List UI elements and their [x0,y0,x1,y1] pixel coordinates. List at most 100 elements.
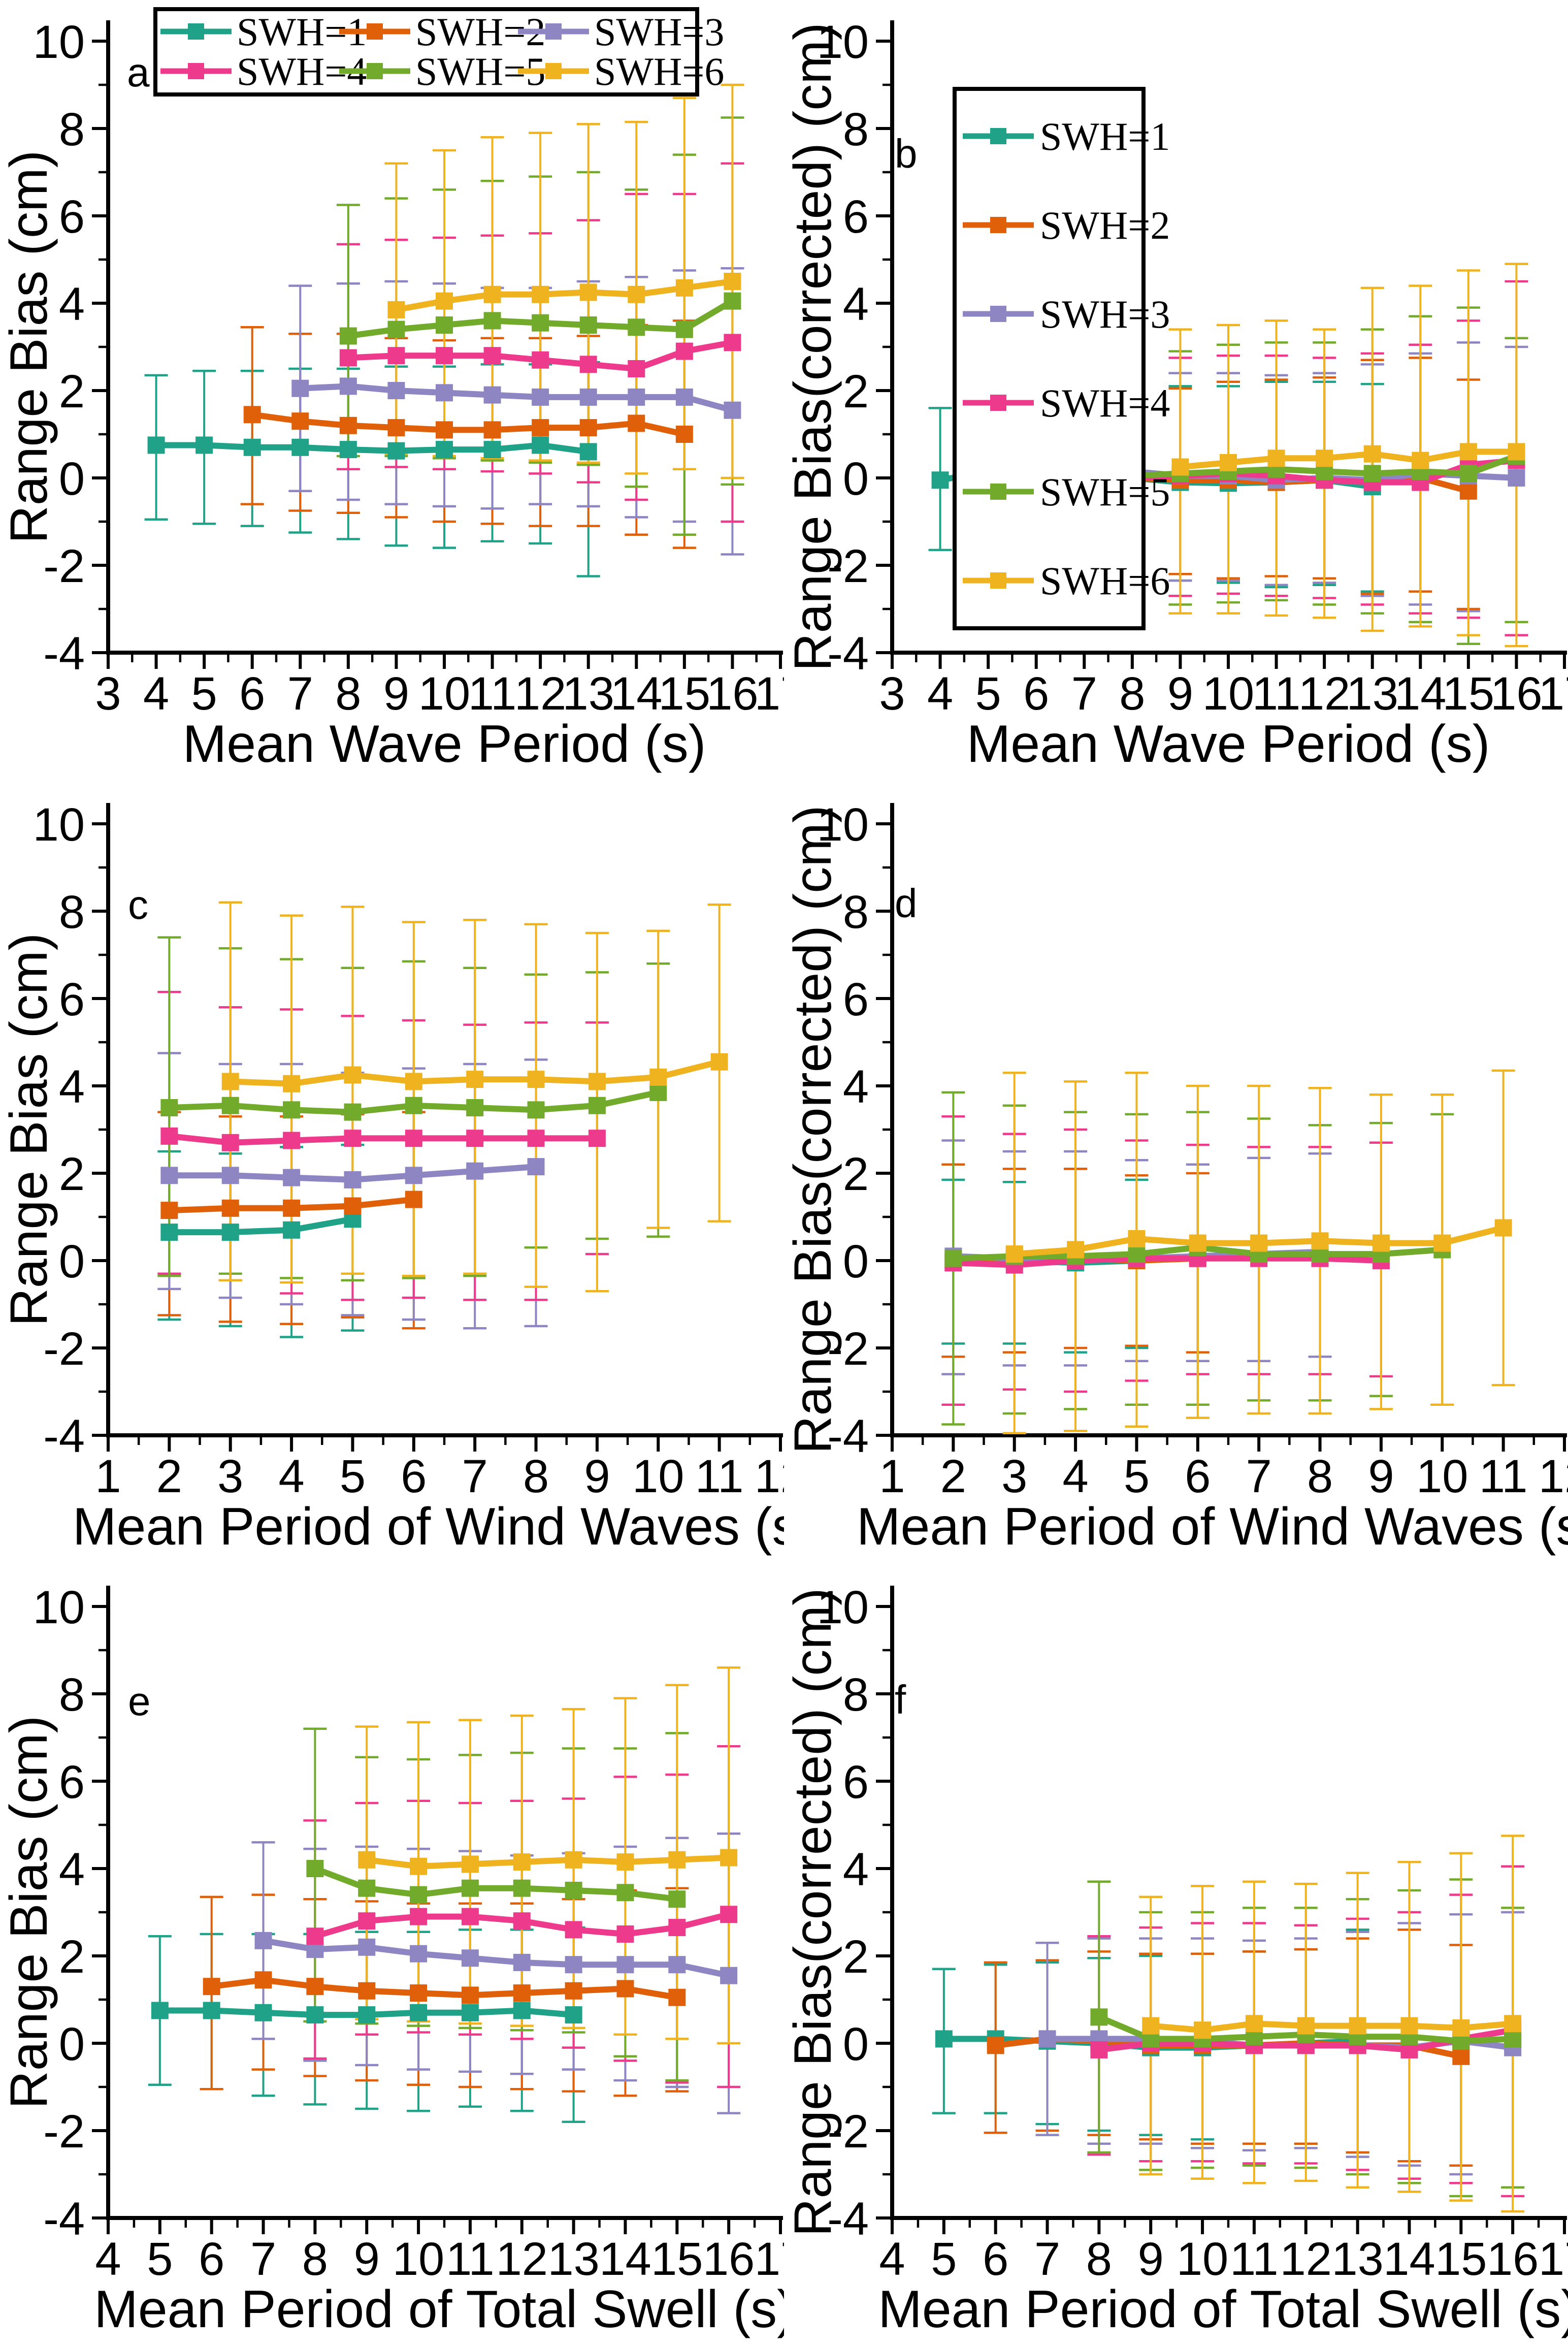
series-marker [532,388,549,406]
series-marker [254,1932,272,1949]
y-tick-label: 0 [59,453,85,505]
series-SWH=2 [243,406,693,443]
y-tick-label: -4 [827,2193,869,2245]
series-marker [1090,2008,1108,2026]
series-marker [466,1130,484,1147]
y-axis-label: Range Bias (cm) [0,1716,58,2109]
series-marker [221,1134,239,1151]
series-SWH=2 [160,1191,422,1219]
series-SWH=6 [1142,2015,1522,2039]
y-tick-label: -4 [43,628,85,680]
series-marker [339,416,357,434]
series-marker [1090,2041,1108,2058]
x-tick-label: 6 [1023,668,1049,720]
series-marker [160,1127,178,1145]
series-marker [565,1921,582,1939]
legend-box [953,87,1146,630]
panel-letter: b [895,131,918,176]
y-tick-label: 4 [843,1844,869,1895]
series-line [169,1133,597,1146]
series-marker [579,316,597,334]
series-marker [339,327,357,345]
x-tick-label: 10 [1177,2233,1228,2285]
y-tick-label: 10 [817,1582,869,1633]
series-marker [1494,1219,1512,1237]
series-marker [565,2006,582,2024]
x-tick-label: 13 [1331,2233,1383,2285]
series-SWH=3 [291,377,741,419]
series-marker [436,292,453,310]
series-marker [527,1130,545,1147]
y-tick-label: 4 [59,1844,85,1895]
series-marker [283,1075,301,1092]
series-marker [710,1053,728,1071]
series-marker [483,285,501,303]
series-marker [387,301,405,318]
series-marker [203,1978,220,1996]
series-marker [466,1099,484,1116]
y-tick-label: -4 [827,628,869,680]
series-SWH=5 [306,1860,686,1908]
series-marker [221,1097,239,1114]
series-SWH=5 [339,292,741,345]
x-tick-label: 1 [879,1451,905,1502]
legend-marker [367,63,383,79]
y-tick-label: 8 [59,1669,85,1721]
series-marker [195,436,213,454]
y-tick-label: 10 [817,16,869,68]
series-marker [1452,2019,1470,2037]
series-marker [724,401,741,419]
y-axis-label: Range Bias(corrected) (cm) [784,1588,842,2236]
y-tick-label: 0 [59,1236,85,1288]
x-tick-label: 7 [1246,1451,1272,1502]
x-axis-label: Mean Period of Total Swell (s) [94,2280,784,2339]
series-marker [405,1167,422,1184]
series-marker [675,342,693,360]
series-marker [1220,454,1237,471]
series-marker [1297,2017,1315,2035]
panel-letter: e [128,1679,151,1724]
x-tick-label: 8 [1119,668,1145,720]
x-tick-label: 6 [1185,1451,1211,1502]
series-marker [1459,465,1477,483]
series-marker [436,384,453,402]
x-tick-label: 12 [755,1451,784,1502]
series-marker [1171,458,1189,476]
y-tick-label: 10 [33,799,85,851]
series-marker [513,1912,531,1930]
series-line [169,1216,353,1236]
x-tick-label: 1 [95,1451,121,1502]
x-tick-label: 11 [446,2233,495,2285]
series-line [300,383,734,413]
series-marker [1504,2015,1522,2033]
series-marker [720,1906,738,1923]
y-axis-label: Range Bias(corrected) (cm) [784,22,842,671]
x-tick-label: 5 [975,668,1001,720]
y-tick-label: 8 [59,104,85,155]
x-tick-label: 3 [879,668,905,720]
series-marker [1245,2015,1263,2033]
series-line [263,1937,730,1979]
series-marker [387,320,405,338]
series-marker [410,1908,428,1925]
series-marker [1400,2017,1418,2035]
x-tick-label: 12 [1298,668,1350,720]
x-tick-label: 10 [1202,668,1254,720]
series-marker [1459,482,1477,500]
x-tick-label: 13 [1347,668,1398,720]
series-SWH=4 [306,1906,738,1945]
series-marker [616,1956,634,1974]
y-tick-label: 2 [59,1931,85,1983]
series-marker [436,441,453,459]
series-SWH=4 [160,1127,606,1151]
series-SWH=6 [221,1053,728,1092]
series-marker [1316,449,1333,467]
y-tick-label: -4 [43,1410,85,1462]
y-tick-label: -2 [43,540,85,592]
y-tick-label: -2 [43,2106,85,2158]
y-tick-label: 2 [59,1148,85,1200]
series-marker [436,421,453,439]
